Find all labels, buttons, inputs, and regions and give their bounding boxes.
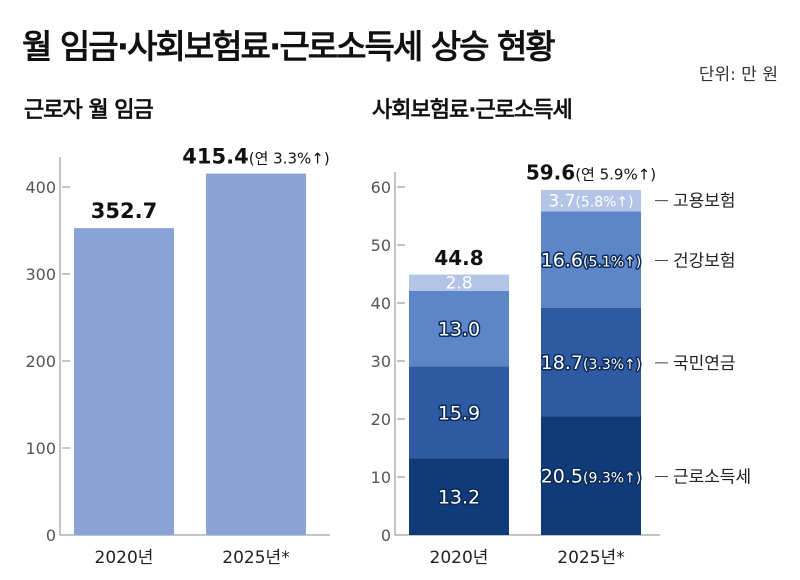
x-tick-label: 2025년*: [222, 548, 289, 568]
total-change: (연 5.9%↑): [575, 165, 656, 183]
y-tick-label: 300: [25, 265, 56, 284]
stacked-segment-0: [409, 458, 509, 535]
legend-label: 건강보험: [673, 252, 736, 272]
change-note: (연 3.3%↑): [249, 150, 330, 168]
stacked-segment-2: [409, 290, 509, 367]
value: 352.7: [91, 199, 157, 223]
segment-value: 13.2: [438, 487, 480, 509]
segment-label: 18.7(3.3%↑): [541, 352, 642, 374]
y-tick-label: 50: [371, 236, 391, 255]
y-tick-label: 20: [371, 410, 391, 429]
x-tick-label: 2020년: [95, 548, 154, 568]
segment-value: 3.7: [548, 192, 575, 212]
y-tick-label: 400: [25, 178, 56, 197]
y-tick-label: 0: [381, 526, 391, 545]
x-tick-label: 2020년: [430, 548, 489, 568]
total-label: 59.6(연 5.9%↑): [526, 160, 656, 184]
stacked-segment-3: [409, 274, 509, 291]
segment-change: (5.8%↑): [575, 195, 633, 211]
y-tick-label: 100: [25, 439, 56, 458]
segment-value: 18.7: [541, 352, 583, 374]
wage-value-label: 352.7: [91, 199, 157, 223]
tax-chart-title: 사회보험료·근로소득세: [372, 98, 573, 123]
segment-value: 16.6: [541, 250, 583, 272]
wage-value-label: 415.4(연 3.3%↑): [182, 145, 329, 169]
segment-label: 16.6(5.1%↑): [541, 250, 642, 272]
unit-label: 단위: 만 원: [698, 65, 778, 85]
legend-label: 고용보험: [673, 192, 736, 212]
segment-change: (9.3%↑): [583, 471, 641, 487]
y-tick-label: 0: [46, 526, 56, 545]
segment-label: 13.2: [438, 487, 480, 509]
total-value: 44.8: [434, 246, 483, 270]
segment-label: 2.8: [445, 274, 472, 294]
stacked-segment-0: [541, 416, 641, 535]
page-title: 월 임금·사회보험료·근로소득세 상승 현황: [22, 27, 556, 66]
wage-chart-title: 근로자 월 임금: [24, 98, 154, 123]
segment-label: 20.5(9.3%↑): [541, 466, 642, 488]
stacked-segment-2: [541, 211, 641, 308]
x-tick-label: 2025년*: [557, 548, 624, 568]
legend-label: 근로소득세: [673, 468, 751, 488]
segment-label: 13.0: [438, 319, 480, 341]
y-tick-label: 60: [371, 178, 391, 197]
segment-change: (3.3%↑): [583, 357, 641, 373]
y-tick-label: 30: [371, 352, 391, 371]
wage-bar: [206, 173, 306, 536]
legend-label: 국민연금: [673, 354, 736, 374]
segment-value: 20.5: [541, 466, 583, 488]
total-value: 59.6: [526, 160, 575, 184]
segment-value: 2.8: [445, 274, 472, 294]
stacked-segment-1: [541, 307, 641, 417]
stacked-segment-3: [541, 189, 641, 212]
segment-value: 15.9: [438, 402, 480, 424]
segment-label: 3.7(5.8%↑): [548, 192, 633, 212]
stacked-segment-1: [409, 366, 509, 459]
wage-bar: [74, 228, 174, 535]
y-tick-label: 40: [371, 294, 391, 313]
segment-value: 13.0: [438, 319, 480, 341]
total-label: 44.8: [434, 246, 483, 270]
y-tick-label: 10: [371, 468, 391, 487]
segment-label: 15.9: [438, 402, 480, 424]
value: 415.4: [182, 145, 248, 169]
y-tick-label: 200: [25, 352, 56, 371]
segment-change: (5.1%↑): [583, 255, 641, 271]
